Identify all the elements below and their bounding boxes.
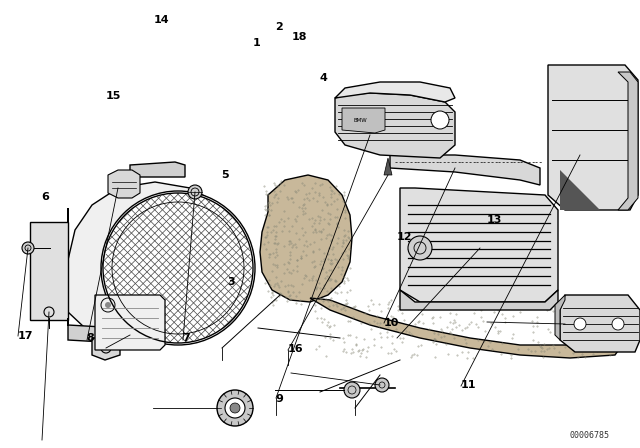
Text: 9: 9 [275,394,283,404]
Polygon shape [618,72,638,210]
Polygon shape [92,338,120,360]
Circle shape [105,302,111,308]
Circle shape [217,390,253,426]
Circle shape [375,378,389,392]
Text: 00006785: 00006785 [570,431,610,440]
Polygon shape [130,162,185,177]
Text: 10: 10 [384,318,399,327]
Text: 16: 16 [288,345,303,354]
Text: 11: 11 [461,380,476,390]
Circle shape [612,318,624,330]
Polygon shape [68,318,175,345]
Text: 14: 14 [154,15,169,25]
Text: 3: 3 [227,277,235,287]
Text: 13: 13 [486,215,502,224]
Polygon shape [68,182,238,340]
Text: 17: 17 [18,331,33,341]
Polygon shape [95,295,165,350]
Polygon shape [260,175,352,302]
Circle shape [344,382,360,398]
Polygon shape [342,108,385,133]
Polygon shape [310,298,620,358]
Text: 18: 18 [291,32,307,42]
Polygon shape [560,295,640,352]
Circle shape [230,403,240,413]
Polygon shape [30,222,68,320]
Polygon shape [390,155,540,185]
Polygon shape [335,93,455,158]
Text: 2: 2 [275,22,283,32]
Circle shape [225,398,245,418]
Text: BMW: BMW [353,117,367,122]
Circle shape [574,318,586,330]
Polygon shape [400,188,558,302]
Polygon shape [384,158,392,175]
Polygon shape [108,170,140,198]
Text: 5: 5 [221,170,228,180]
Circle shape [431,111,449,129]
Text: 6: 6 [42,192,49,202]
Circle shape [101,191,255,345]
Polygon shape [560,170,600,210]
Circle shape [408,236,432,260]
Text: 8: 8 [86,333,94,343]
Text: 7: 7 [182,333,190,343]
Polygon shape [548,65,638,210]
Circle shape [188,185,202,199]
Polygon shape [335,82,455,102]
Text: 12: 12 [397,233,412,242]
Polygon shape [555,295,565,340]
Text: 1: 1 [253,38,260,47]
Text: 4: 4 [320,73,328,83]
Polygon shape [400,290,558,310]
Text: 15: 15 [106,91,121,101]
Circle shape [22,242,34,254]
